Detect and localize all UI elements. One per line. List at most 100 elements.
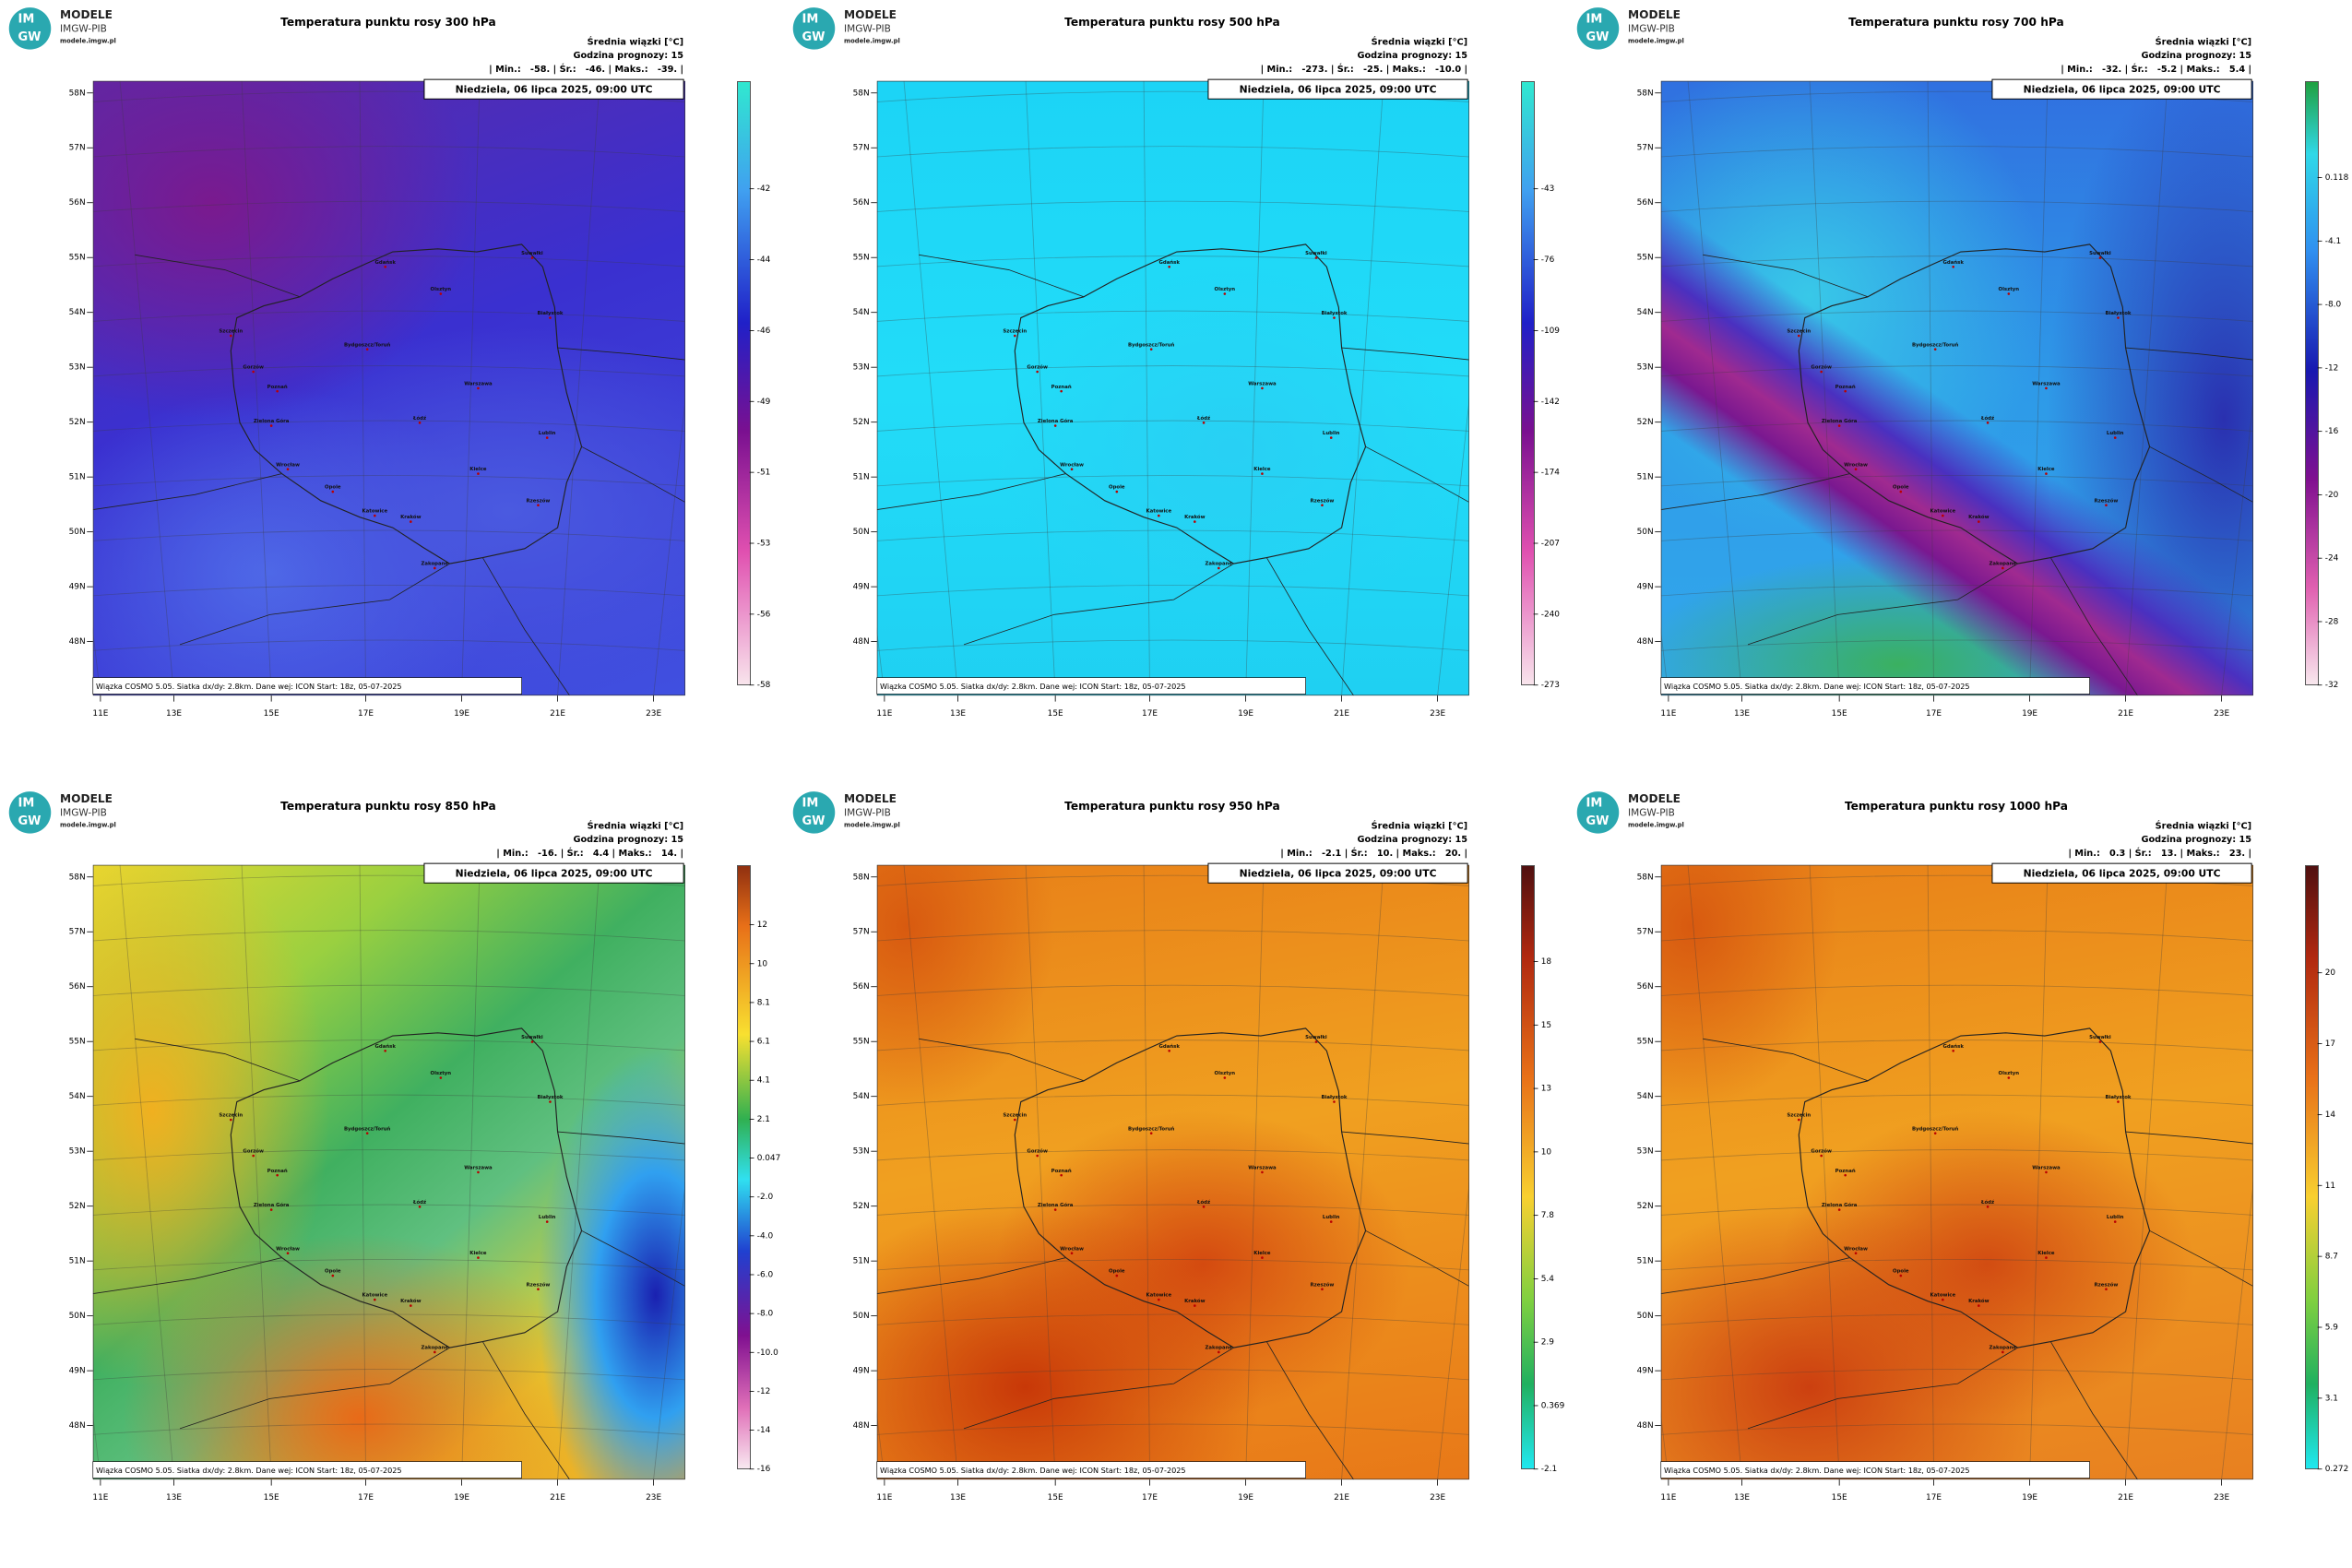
stats: | Min.: -2.1 | Śr.: 10. | Maks.: 20. | [1280,847,1467,859]
meridian [2221,398,2253,696]
colorbar-label: -273 [1541,681,1560,690]
city-dot [1978,1304,1980,1307]
city-label: Kraków [1184,1298,1206,1304]
parallel [876,930,1469,942]
lat-label: 58N [69,89,86,98]
lat-label: 53N [69,1147,86,1157]
city-label: Szczecin [1787,1113,1811,1119]
city-label: Kielce [1253,467,1271,472]
parallel [92,1369,685,1381]
logo-top: IM [1586,13,1603,27]
lat-label: 55N [853,254,870,263]
parallel [876,1204,1469,1216]
map-frame [92,864,685,1480]
city-dot [2098,1040,2102,1043]
colorbar-label: -4.0 [757,1231,774,1241]
city-label: Olsztyn [1999,1071,2020,1076]
lat-label: 58N [853,89,870,98]
lat-label: 56N [69,198,86,208]
city-label: Szczecin [1003,329,1027,335]
lat-label: 56N [853,198,870,208]
city-dot [269,424,273,427]
city-label: Poznań [1835,384,1856,390]
city-label: Białystok [1321,311,1347,316]
parallel [876,420,1469,432]
forecast-hour: Godzina prognozy: 15 [1357,51,1467,61]
parallel [1660,146,2253,158]
city-dot [1797,334,1800,338]
neighbour-borders [92,1038,685,1480]
date: Niedziela, 06 lipca 2025, 09:00 UTC [1240,868,1437,880]
meridian [1687,864,1742,1480]
city-dot [286,468,290,471]
lat-label: 52N [853,1202,870,1211]
city-dot [537,1288,540,1291]
panel-overlay: IM GW MODELE IMGW-PIB modele.imgw.pl Temperat… [8,7,771,719]
lat-label: 49N [69,583,86,592]
brand-org: IMGW-PIB [844,808,891,819]
city-label: Zielona Góra [1038,1202,1074,1208]
colorbar [1521,81,1535,685]
city-label: Kraków [400,514,422,520]
map-field [93,865,685,1479]
parallel [92,585,685,597]
map-panel: IM GW MODELE IMGW-PIB modele.imgw.pl Temperat… [0,0,784,784]
parallel [876,529,1469,541]
city-dot [1797,1118,1800,1122]
parallel [1660,310,2253,322]
parallel [1660,639,2253,651]
colorbar-label: -8.0 [757,1310,774,1319]
city-dot [410,1304,412,1307]
city-label: Gdańsk [1158,259,1180,266]
footer: Wiązka COSMO 5.05. Siatka dx/dy: 2.8km. … [96,682,402,691]
lat-label: 57N [1637,144,1654,153]
city-label: Opole [325,485,341,491]
panel-overlay: IM GW MODELE IMGW-PIB modele.imgw.pl Temperat… [1576,791,2348,1503]
lat-label: 55N [69,254,86,263]
legend-title: Średnia wiązki [°C] [2156,36,2251,48]
colorbar-label: -43 [1541,184,1555,194]
city-label: Wrocław [276,1246,300,1252]
parallel [876,1369,1469,1381]
city-dot [530,1040,534,1043]
colorbar-label: 10 [1541,1147,1552,1157]
colorbar-label: -174 [1541,469,1561,478]
city-label: Opole [1109,1269,1125,1275]
colorbar-label: -6.0 [757,1270,774,1279]
colorbar-label: -44 [757,255,771,265]
map-lines [1660,864,2253,1480]
city-dot [1978,520,1980,523]
map-frame [1660,864,2253,1480]
city-label: Katowice [362,1293,387,1299]
city-dot [1933,1132,1937,1134]
city-dot [1820,1154,1823,1158]
city-label: Bydgoszcz/Toruń [1912,341,1959,348]
brand-name: MODELE [844,8,897,21]
city-label: Suwałki [521,1035,543,1040]
lon-label: 23E [1430,709,1445,719]
lat-label: 58N [1637,89,1654,98]
colorbar-label: 0.118 [2325,173,2349,183]
city-label: Olsztyn [1215,1071,1236,1076]
lon-label: 13E [1734,1493,1750,1503]
city-label: Gdańsk [1158,1043,1180,1050]
colorbar-label: -16 [2325,427,2339,436]
city-dot [2002,1350,2004,1354]
lat-label: 50N [853,1312,870,1321]
city-label: Bydgoszcz/Toruń [344,1125,391,1132]
city-label: Katowice [1146,509,1171,515]
city-dot [384,1049,386,1052]
logo-top: IM [18,797,35,811]
colorbar-label: -2.1 [1541,1465,1557,1474]
colorbar-label: -51 [757,469,771,478]
city-dot [2007,1076,2011,1079]
legend-title: Średnia wiązki [°C] [1372,820,1467,832]
city-dot [439,292,443,295]
city-dot [1986,1206,1990,1208]
city-dot [252,1154,255,1158]
city-label: Wrocław [1060,462,1084,468]
city-label: Lublin [539,431,556,436]
city-label: Lublin [1323,1215,1340,1220]
colorbar-label: 10 [757,959,768,968]
